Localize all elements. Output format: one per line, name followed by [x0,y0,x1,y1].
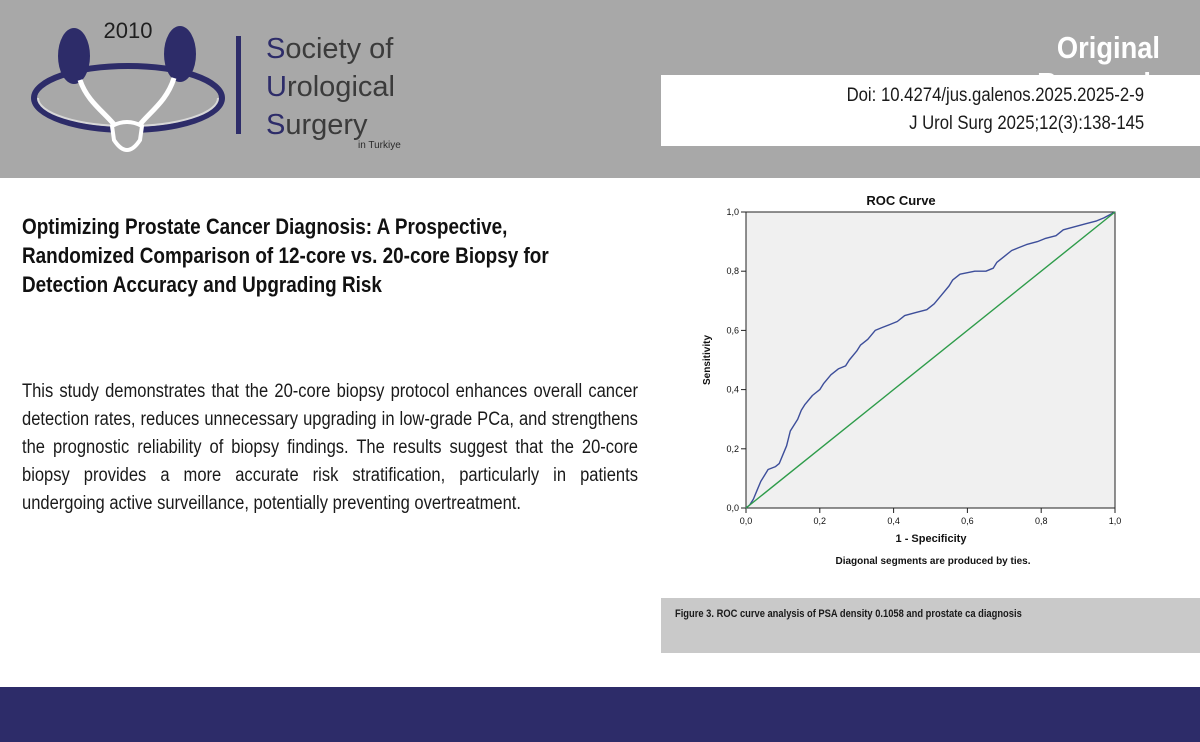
doi-box: Doi: 10.4274/jus.galenos.2025.2025-2-9 J… [661,75,1200,146]
article-title: Optimizing Prostate Cancer Diagnosis: A … [22,214,549,297]
x-tick-label: 0,0 [740,516,753,526]
chart-title: ROC Curve [866,193,935,208]
society-line-1: Society of [266,33,394,65]
roc-curve-line [745,211,1116,509]
x-tick-label: 0,6 [961,516,974,526]
society-subtitle: in Turkiye [358,140,401,151]
y-tick-label: 0,8 [726,266,739,276]
x-axis-label: 1 - Specificity [896,533,968,545]
x-tick-label: 0,4 [887,516,900,526]
y-tick-label: 0,2 [726,444,739,454]
plot-layer: 0,0 0,2 0,4 0,6 0,8 1,0 0,0 0,2 0,4 0,6 0,8 1,0 [726,207,1121,526]
y-tick-label: 0,0 [726,503,739,513]
y-tick-label: 1,0 [726,207,739,217]
figure-caption-box: Figure 3. ROC curve analysis of PSA dens… [661,598,1200,653]
society-logo-icon: 2010 [31,18,225,152]
x-tick-label: 0,2 [814,516,827,526]
logo-left-kidney [58,28,90,84]
page-header: 2010 Society of Urological Surgery in Tu… [0,0,1200,178]
chart-note: Diagonal segments are produced by ties. [835,556,1030,567]
page-footer [0,687,1200,742]
doi-text[interactable]: Doi: 10.4274/jus.galenos.2025.2025-2-9 [846,85,1144,106]
figure-caption: Figure 3. ROC curve analysis of PSA dens… [675,608,1022,620]
logo-year: 2010 [104,18,153,43]
article-abstract: This study demonstrates that the 20-core… [22,381,638,514]
logo-bladder [109,120,145,152]
x-tick-label: 0,8 [1035,516,1048,526]
y-axis-label: Sensitivity [702,335,713,385]
society-line-3: Surgery [266,109,368,141]
x-tick-label: 1,0 [1109,516,1122,526]
society-line-2: Urological [266,71,395,103]
logo-right-kidney [164,26,196,82]
y-tick-label: 0,6 [726,325,739,335]
y-tick-label: 0,4 [726,385,739,395]
reference-diagonal-line [745,211,1116,509]
citation-text: J Urol Surg 2025;12(3):138-145 [908,113,1144,134]
roc-chart: ROC Curve 0,0 0,2 0,4 0,6 0,8 1,0 0,0 0,2 0,4 0,6… [702,193,1121,567]
logo-divider [236,36,241,134]
society-name: Society of Urological Surgery [266,30,395,144]
